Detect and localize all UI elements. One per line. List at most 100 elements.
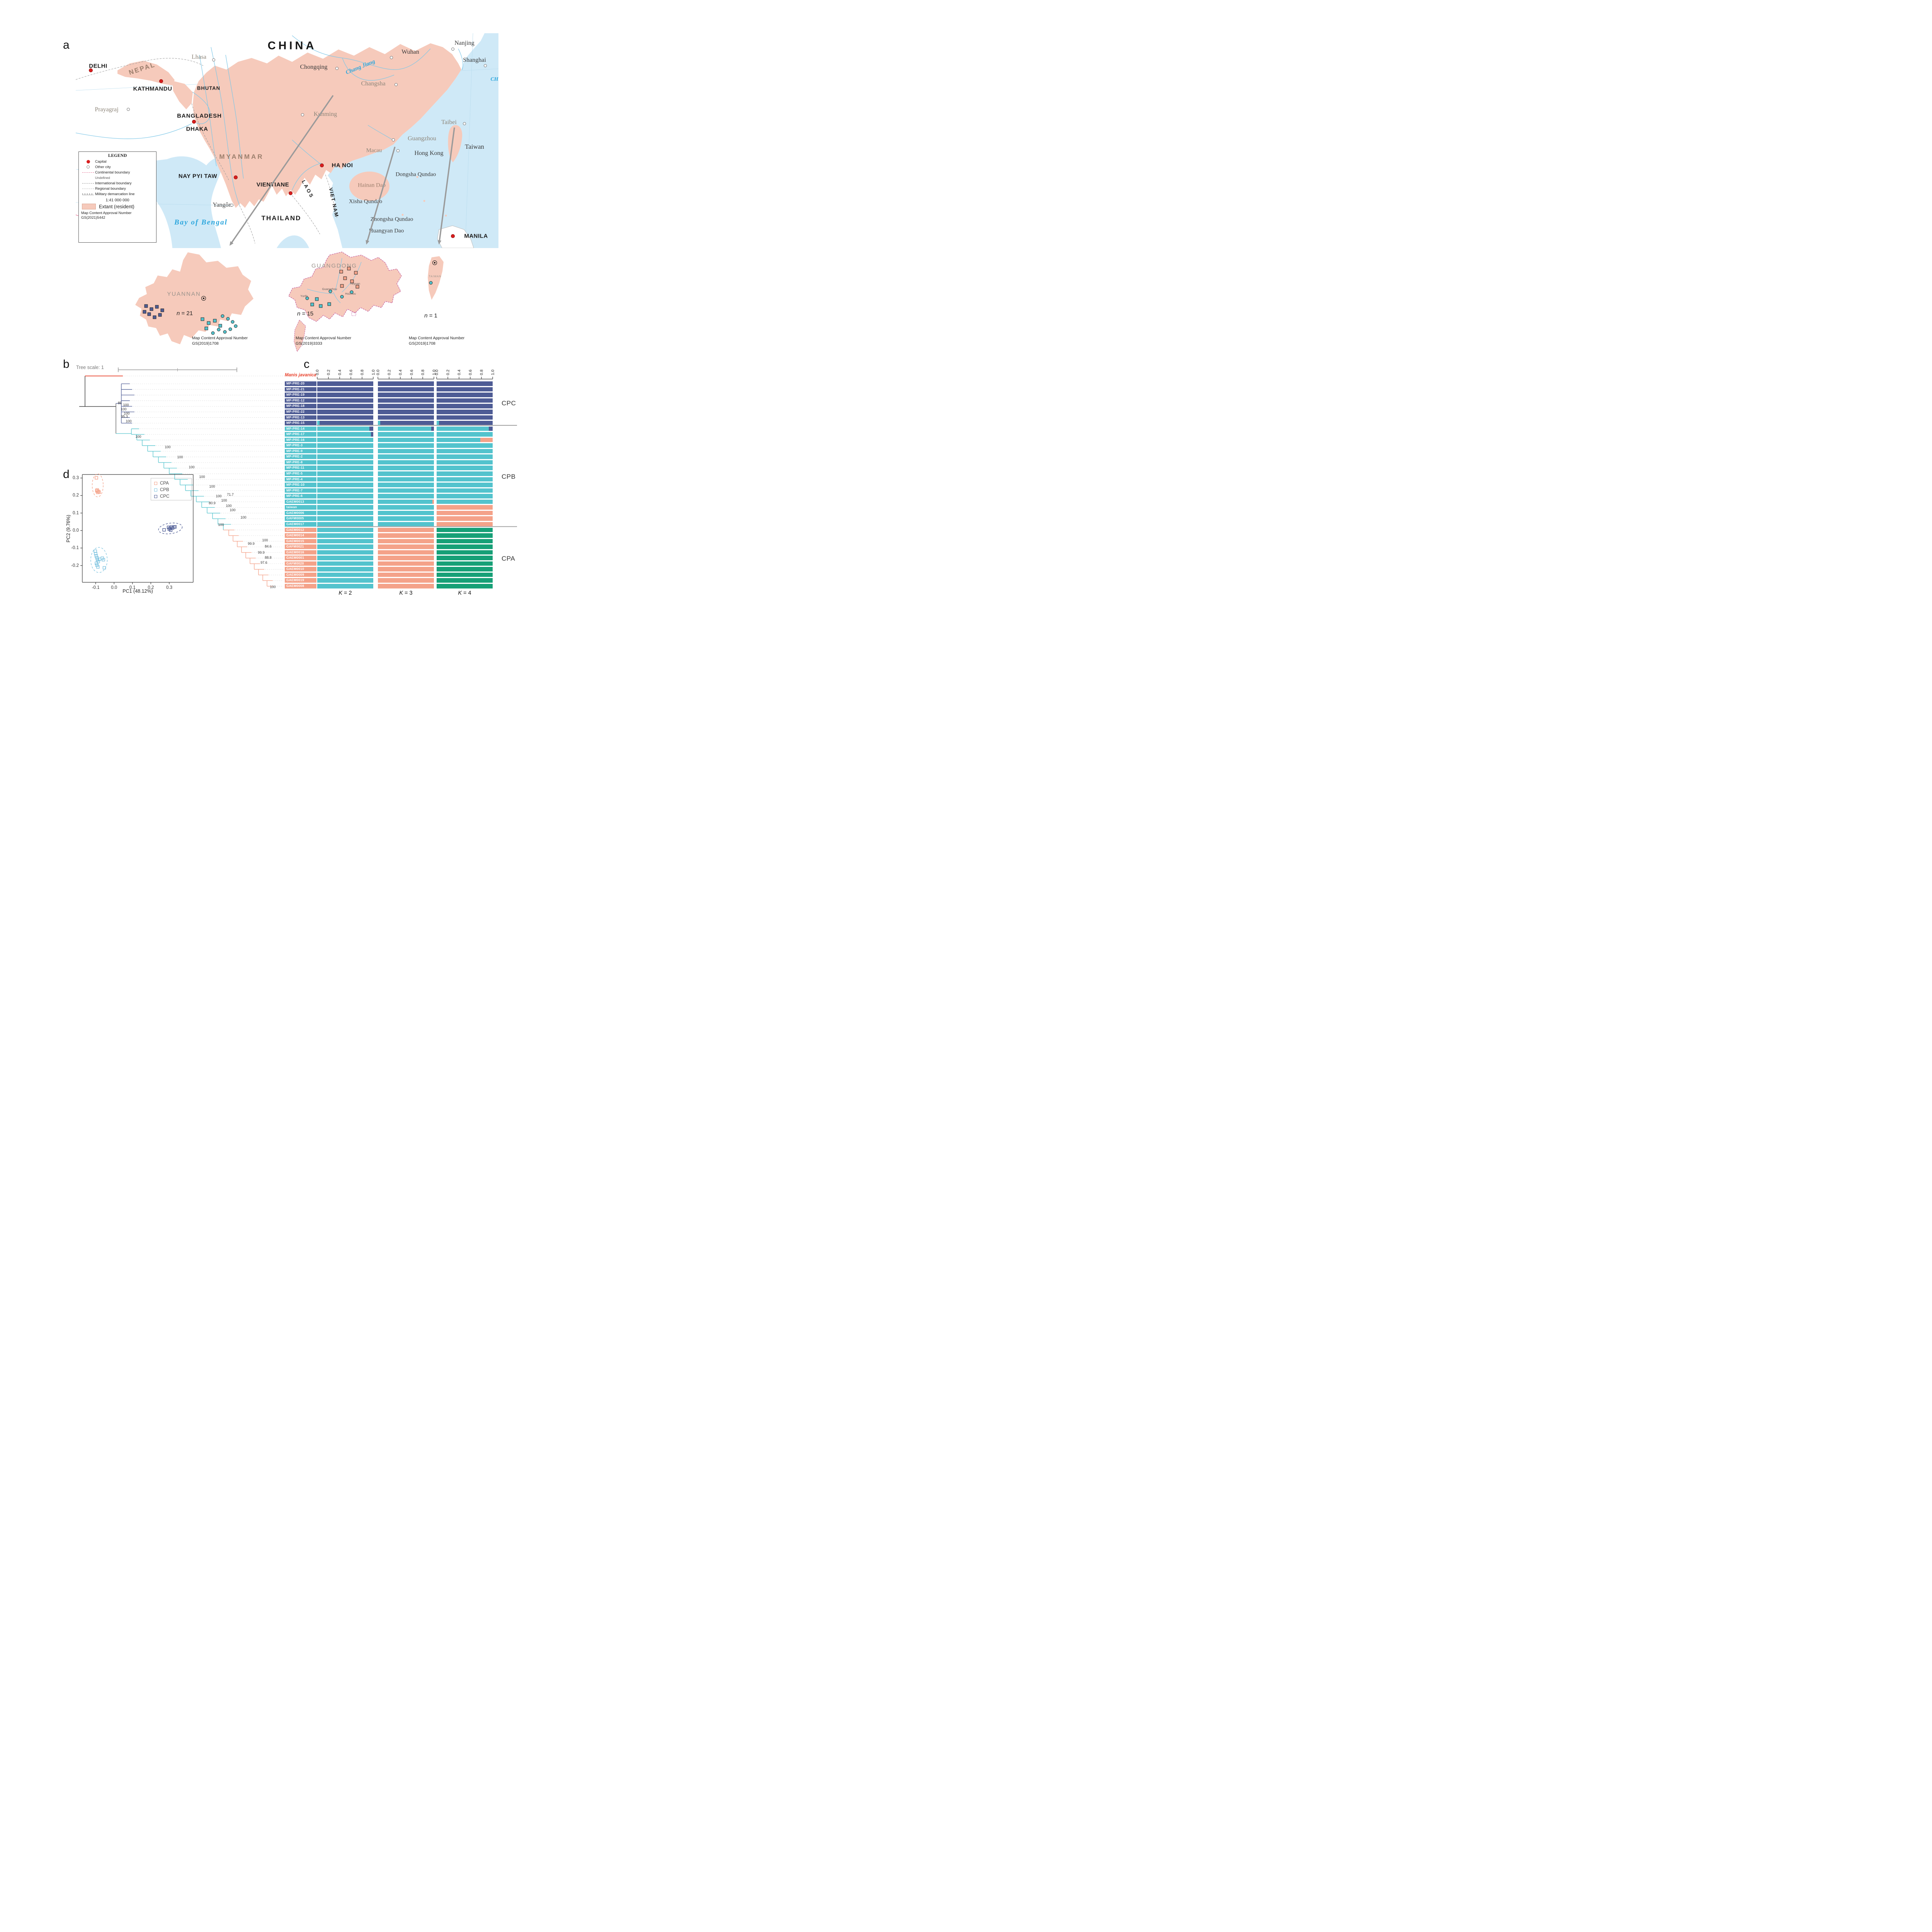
- map-label-wuhan: Wuhan: [401, 49, 419, 55]
- admixture-bar-mp-pre-16-k2: [317, 437, 373, 442]
- sample-site-marker-guangdong-10: [350, 290, 354, 294]
- admixture-bar-gaem0012-k2: [317, 527, 373, 532]
- sample-site-marker-yunnan-6: [158, 313, 162, 317]
- map-extant-row: Extant (resident): [82, 204, 154, 209]
- sample-site-marker-yunnan-15: [231, 320, 235, 324]
- sample-label-gaem0015: GAEM0015: [285, 539, 316, 544]
- panel-label-a: a: [63, 39, 70, 51]
- sample-site-marker-guangdong-14: [315, 297, 319, 301]
- capital-bullseye-taiwan: [432, 260, 437, 265]
- admixture-bar-mp-pre-16-k3: [378, 437, 434, 442]
- sample-site-marker-taiwan-0: [429, 281, 433, 285]
- map-label-china: CHINA: [267, 39, 317, 52]
- sample-label-mp-pre-17: MP-PRE-17: [285, 432, 316, 437]
- sample-site-marker-guangdong-7: [305, 296, 309, 300]
- admixture-bar-mp-pre-16-k4: [437, 437, 481, 442]
- admixture-bar-mp-pre-6-k2: [317, 494, 373, 498]
- admixture-bar-mp-pre-5-k2: [317, 471, 373, 476]
- legend-label-undefined: Undefined: [95, 176, 110, 180]
- sample-site-marker-yunnan-5: [153, 315, 156, 319]
- map-scale-text: 1:41 000 000: [105, 198, 129, 202]
- sample-site-marker-guangdong-5: [340, 284, 344, 288]
- sample-site-marker-guangdong-9: [340, 295, 344, 299]
- sample-label-mp-pre-5: MP-PRE-5: [285, 471, 316, 476]
- map-label-dhaka: DHAKA: [186, 126, 208, 133]
- sample-label-mp-pre-2: MP-PRE-2: [285, 454, 316, 459]
- admixture-bar-mp-pre-15-k3: [378, 421, 380, 425]
- map-label-bhutan: BHUTAN: [197, 85, 220, 91]
- admixture-bar-mp-pre-15-k4: [439, 421, 493, 425]
- admixture-bar-gaem0009-k2: [317, 572, 373, 577]
- sample-label-gaem0008: GAEM0008: [285, 584, 316, 588]
- sample-label-mp-pre-21: MP-PRE-21: [285, 387, 316, 392]
- extant-range-ne-india: [172, 81, 193, 109]
- admixture-bar-mp-pre-13-k3: [378, 415, 434, 420]
- map-label-china: CHINA: [490, 77, 498, 82]
- legend-label-military-demarcation-line: Military demarcation line: [95, 192, 135, 196]
- map-label-bay-of-bengal: Bay of Bengal: [174, 218, 228, 226]
- admixture-bar-gafm0005-k4: [437, 516, 493, 521]
- admixture-bar-mp-pre-11-k3: [378, 466, 434, 471]
- pca-legend-row-cpb: CPB: [154, 486, 191, 493]
- map-label-taibei: Taibei: [441, 119, 457, 126]
- admixture-bar-mp-pre-9-k2: [317, 449, 373, 454]
- legend-row-continental-boundary: Continental boundary: [81, 170, 154, 175]
- k-label-2: K = 2: [338, 590, 352, 596]
- legend-symbol-pink-dash: [81, 172, 95, 173]
- admixture-bar-gaem0006-k2: [317, 510, 373, 515]
- admixture-bar-mp-pre-15-k4: [437, 421, 439, 425]
- admixture-bar-gaem0016-k4: [437, 550, 493, 555]
- admixture-bar-mp-pre-19-k3: [378, 393, 434, 397]
- admixture-bar-gaem0014-k2: [317, 533, 373, 538]
- islet: [416, 176, 418, 178]
- map-label-nay-pyi-taw: NAY PYI TAW: [178, 173, 218, 180]
- capital-marker-delhi: [89, 68, 93, 72]
- admixture-bar-mp-pre-2-k2: [317, 454, 373, 459]
- admixture-bar-mp-pre-7-k3: [378, 488, 434, 493]
- city-marker-chongqing: [335, 67, 338, 70]
- map-label-delhi: DELHI: [89, 63, 107, 70]
- inset-city-heyuan: Heyuan: [350, 282, 360, 286]
- legend-symbol-cross-line: [81, 193, 95, 195]
- admixture-bar-mp-pre-3-k3: [378, 443, 434, 448]
- admixture-bar-gafm0020-k3: [378, 561, 434, 566]
- admixture-bar-gaem0010-k2: [317, 567, 373, 571]
- admixture-bar-mp-pre-8-k2: [317, 460, 373, 465]
- admixture-bar-taiwan-k2: [317, 505, 373, 510]
- admixture-bar-mp-pre-19-k2: [317, 393, 373, 397]
- city-marker-macau: [396, 149, 400, 152]
- admixture-bar-mp-pre-16-k4: [480, 437, 493, 442]
- sample-label-mp-pre-18: MP-PRE-18: [285, 404, 316, 408]
- inset-city-guangzhou: Guangzhou: [322, 287, 337, 291]
- legend-symbol-gray-dashdot: [81, 183, 95, 184]
- sample-label-mp-pre-13: MP-PRE-13: [285, 415, 316, 420]
- admixture-bar-gaem0010-k4: [437, 567, 493, 571]
- sample-site-marker-guangdong-1: [347, 267, 351, 270]
- map-label-prayagraj: Prayagraj: [95, 106, 119, 113]
- sample-count-taiwan: n = 1: [424, 312, 437, 319]
- sample-site-marker-yunnan-3: [160, 308, 164, 312]
- inset-city-yunfu: Yunfu: [300, 294, 308, 298]
- admixture-bar-mp-pre-6-k4: [437, 494, 493, 498]
- admixture-bar-mp-pre-14-k2: [317, 426, 369, 431]
- sample-label-gaem0009: GAEM0009: [285, 572, 316, 577]
- sample-label-mp-pre-22: MP-PRE-22: [285, 409, 316, 414]
- legend-label-capital: Capital: [95, 159, 107, 164]
- sample-label-gaem0014: GAEM0014: [285, 533, 316, 538]
- admixture-bar-mp-pre-10-k3: [378, 483, 434, 487]
- admixture-bar-gaem0015-k2: [317, 539, 373, 544]
- map-label-manila: MANILA: [464, 233, 488, 240]
- admixture-bar-mp-pre-10-k4: [437, 483, 493, 487]
- inset-map-guangdong: GUANGDONGGuangzhouHeyuanHuizhouYunfun = …: [284, 250, 412, 354]
- admixture-bar-mp-pre-5-k4: [437, 471, 493, 476]
- capital-marker-dhaka: [192, 120, 196, 124]
- panel-label-c: c: [304, 358, 310, 371]
- admixture-bar-mp-pre-15-k2: [319, 421, 373, 425]
- sar-boundary-box: [351, 312, 356, 316]
- legend-row-undefined: Undefined: [81, 175, 154, 180]
- sample-label-mp-pre-19: MP-PRE-19: [285, 393, 316, 397]
- sample-site-marker-yunnan-4: [147, 312, 151, 316]
- pca-legend-row-cpc: CPC: [154, 493, 191, 500]
- map-legend: LEGEND Capital Other city Continental boun…: [78, 151, 156, 243]
- admixture-bar-mp-pre-13-k4: [437, 415, 493, 420]
